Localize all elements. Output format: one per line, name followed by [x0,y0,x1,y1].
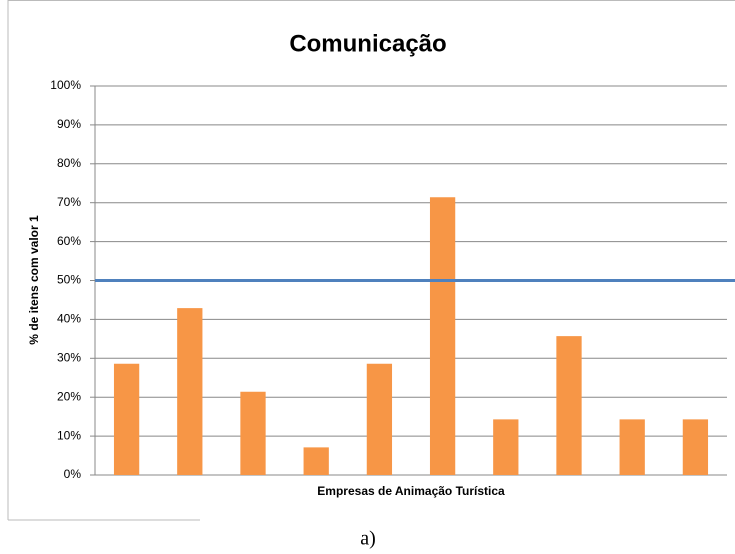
bar [619,419,645,475]
y-tick-label: 100% [50,78,81,92]
bar [556,336,582,475]
x-axis-title: Empresas de Animação Turística [317,484,505,498]
bar [493,419,519,475]
y-tick-label: 80% [57,156,81,170]
y-tick-label: 70% [57,195,81,209]
caption: a) [360,528,376,550]
bar [113,363,140,475]
y-tick-label: 90% [57,117,81,131]
y-tick-label: 30% [57,350,81,364]
y-tick-label: 0% [64,467,82,481]
y-tick-label: 40% [57,312,81,326]
bar [177,308,203,475]
bar [303,447,329,475]
y-tick-label: 50% [57,273,81,287]
bar [682,419,709,475]
y-tick-label: 60% [57,234,81,248]
y-axis-title: % de itens com valor 1 [27,215,41,345]
y-tick-label: 10% [57,428,81,442]
chart-title: Comunicação [289,30,446,57]
bar [429,197,456,475]
y-tick-label: 20% [57,389,81,403]
bar [240,391,266,475]
bar [366,363,393,475]
